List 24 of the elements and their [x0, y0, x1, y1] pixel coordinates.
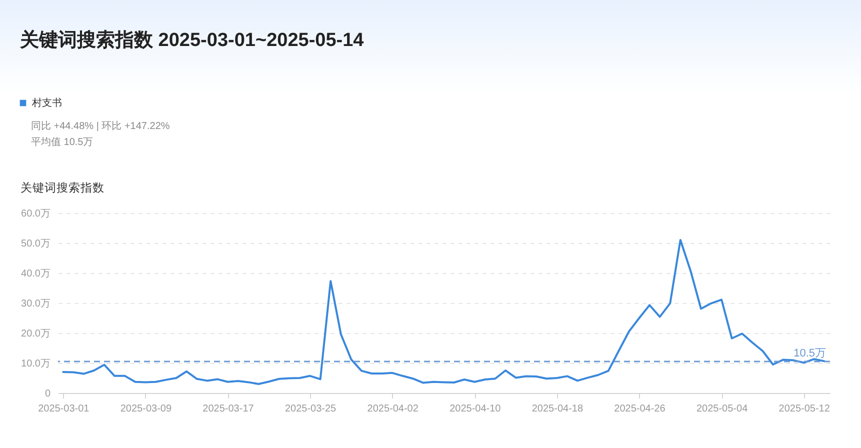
y-tick-label: 30.0万 [21, 298, 50, 310]
y-axis-title: 关键词搜索指数 [20, 180, 104, 194]
x-tick-label: 2025-03-17 [202, 404, 254, 414]
y-tick-label: 20.0万 [21, 328, 50, 340]
y-tick-label: 10.0万 [21, 358, 50, 370]
x-tick-label: 2025-04-10 [450, 404, 502, 414]
x-tick-label: 2025-03-01 [38, 404, 90, 414]
x-tick-label: 2025-05-04 [696, 404, 748, 414]
y-tick-label: 0 [44, 388, 51, 400]
x-tick-label: 2025-04-18 [532, 404, 584, 414]
x-tick-label: 2025-04-26 [614, 404, 666, 414]
ref-line-label: 10.5万 [794, 348, 826, 360]
x-tick-label: 2025-04-02 [367, 404, 419, 414]
x-tick-label: 2025-05-12 [778, 404, 830, 414]
y-tick-label: 60.0万 [21, 208, 50, 220]
x-tick-label: 2025-03-09 [120, 404, 172, 414]
y-tick-label: 40.0万 [21, 268, 50, 280]
line-series [62, 239, 826, 385]
chart-title: 关键词搜索指数 2025-03-01~2025-05-14 [19, 29, 364, 51]
text: 平均值 10.5万 [31, 136, 94, 148]
legend-label: 村支书 [31, 97, 62, 109]
y-tick-label: 50.0万 [21, 238, 50, 250]
text: 同比 +44.48% | 环比 +147.22% [31, 120, 170, 132]
x-tick-label: 2025-03-25 [284, 404, 337, 414]
